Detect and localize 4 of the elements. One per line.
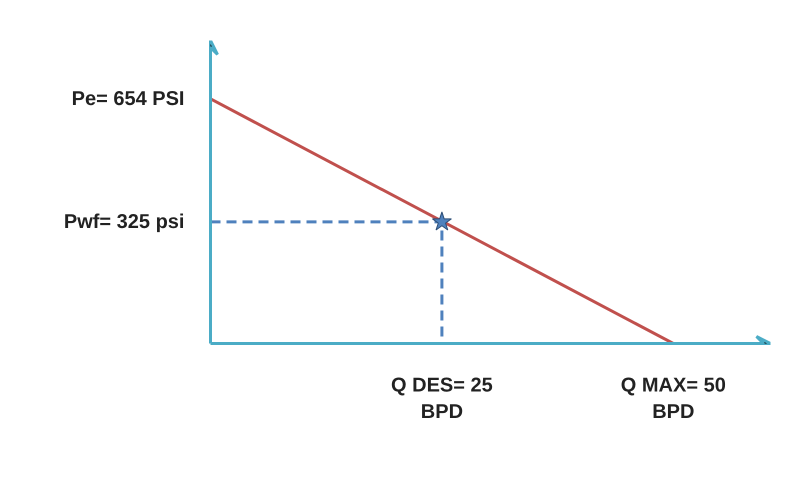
x-tick-label: Q MAX= 50 BPD [620, 374, 726, 423]
x-tick-label: Q DES= 25 BPD [391, 374, 493, 423]
y-tick-label: Pwf= 325 psi [64, 210, 185, 233]
y-tick-label: Pe= 654 PSI [72, 88, 185, 110]
